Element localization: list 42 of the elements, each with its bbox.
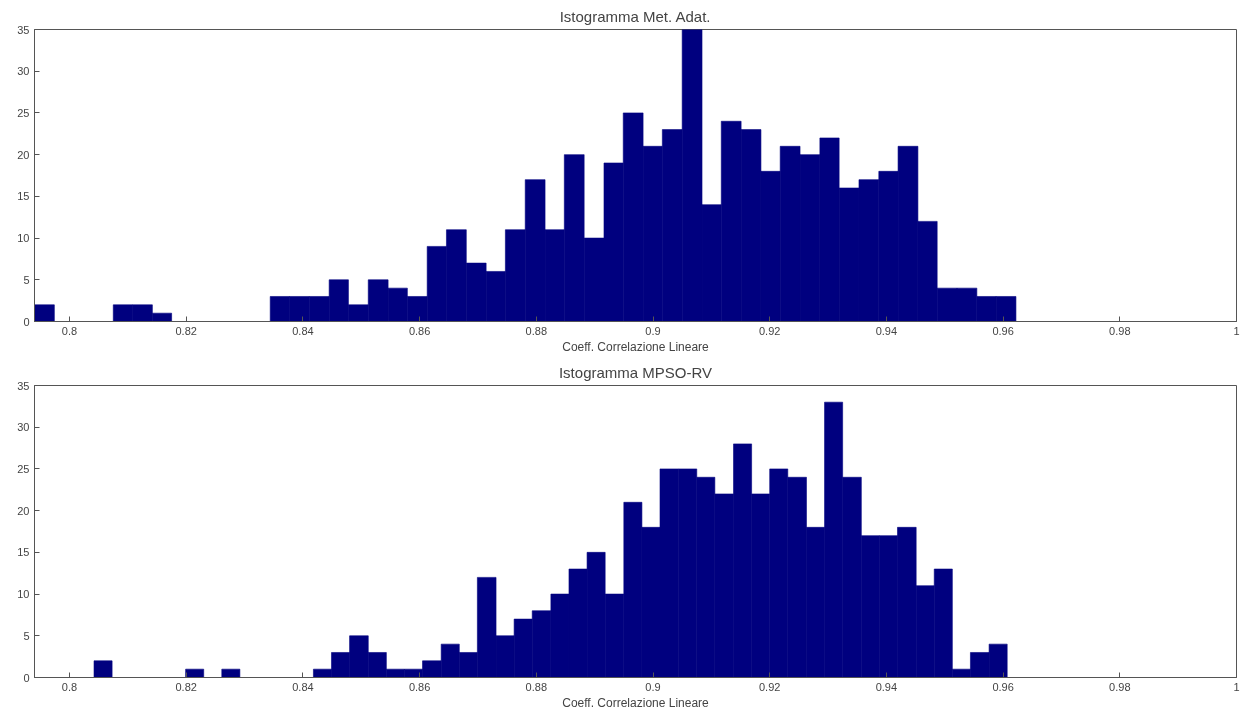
x-tick-label: 0.92 (759, 680, 781, 693)
y-tick-label: 10 (17, 232, 30, 245)
y-tick-label: 10 (17, 588, 30, 601)
y-tick-label: 30 (17, 65, 30, 78)
x-tick-label: 0.92 (759, 324, 781, 337)
y-tick-label: 0 (23, 671, 30, 684)
x-tick-label: 0.98 (1109, 680, 1131, 693)
y-tick-label: 20 (17, 148, 30, 161)
y-tick-label: 15 (17, 190, 30, 203)
x-axis-title: Coeff. Correlazione Lineare (562, 339, 710, 354)
x-tick-label: 0.86 (408, 324, 431, 337)
y-tick-label: 35 (17, 23, 30, 36)
x-tick-label: 0.84 (292, 324, 314, 337)
x-tick-label: 0.86 (408, 680, 431, 693)
chart-title: Istogramma MPSO-RV (558, 363, 713, 381)
x-tick-label: 0.88 (525, 680, 548, 693)
x-tick-label: 0.9 (645, 324, 661, 337)
x-tick-label: 0.8 (61, 680, 78, 693)
x-tick-label: 1 (1233, 680, 1240, 693)
x-tick-label: 0.94 (875, 324, 898, 337)
x-tick-label: 1 (1233, 324, 1240, 337)
x-tick-label: 0.8 (61, 324, 78, 337)
y-tick-label: 20 (17, 504, 30, 517)
y-tick-label: 25 (17, 462, 30, 475)
x-tick-label: 0.96 (992, 680, 1014, 693)
x-tick-label: 0.88 (525, 324, 548, 337)
y-tick-label: 30 (17, 421, 30, 434)
y-tick-label: 25 (17, 106, 30, 119)
y-tick-label: 5 (23, 629, 30, 642)
chart-title: Istogramma Met. Adat. (559, 7, 711, 25)
y-tick-label: 0 (23, 315, 30, 328)
x-tick-label: 0.96 (992, 324, 1014, 337)
y-tick-label: 35 (17, 379, 30, 392)
x-tick-label: 0.9 (645, 680, 661, 693)
x-tick-label: 0.84 (292, 680, 314, 693)
y-tick-label: 5 (23, 273, 30, 286)
x-tick-label: 0.82 (175, 680, 197, 693)
x-tick-label: 0.94 (875, 680, 898, 693)
x-tick-label: 0.98 (1109, 324, 1131, 337)
y-tick-label: 15 (17, 546, 30, 559)
x-tick-label: 0.82 (175, 324, 197, 337)
x-axis-title: Coeff. Correlazione Lineare (562, 695, 710, 710)
